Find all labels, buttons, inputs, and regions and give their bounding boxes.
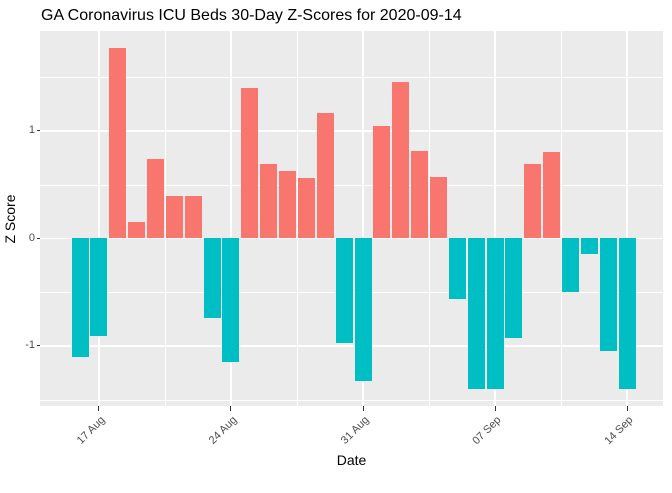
bar-2020-08-26 — [260, 164, 278, 239]
gridline-v-minor — [164, 31, 166, 406]
bar-2020-09-14 — [618, 238, 636, 389]
bar-2020-09-01 — [373, 125, 391, 239]
y-tick-label: 1 — [28, 124, 35, 137]
x-axis-title: Date — [336, 452, 367, 468]
bar-2020-09-03 — [411, 151, 429, 239]
bar-2020-08-27 — [279, 170, 297, 239]
bar-2020-08-17 — [90, 238, 108, 337]
gridline-h-major — [40, 130, 663, 132]
bar-2020-09-10 — [543, 152, 561, 239]
bar-2020-09-04 — [429, 177, 447, 239]
gridline-v-minor — [561, 31, 562, 406]
bar-2020-08-16 — [71, 238, 89, 357]
bar-2020-08-24 — [222, 238, 240, 362]
bar-2020-09-02 — [392, 81, 410, 239]
x-tick-mark — [494, 406, 496, 411]
bar-2020-09-06 — [467, 238, 485, 389]
bar-2020-08-20 — [147, 158, 165, 239]
y-tick-mark — [36, 345, 40, 347]
gridline-h-minor — [40, 77, 663, 78]
bar-2020-08-23 — [203, 238, 221, 318]
bar-2020-08-28 — [297, 178, 315, 239]
bar-2020-09-05 — [448, 238, 466, 299]
chart-figure: GA Coronavirus ICU Beds 30-Day Z-Scores … — [2, 7, 663, 468]
bar-2020-08-19 — [128, 222, 146, 239]
gridline-h-minor — [40, 399, 663, 401]
gridline-h-minor — [40, 184, 663, 186]
x-tick-mark — [362, 406, 364, 411]
bar-2020-08-21 — [165, 196, 183, 239]
bar-2020-09-13 — [599, 238, 617, 352]
bar-2020-08-31 — [354, 238, 372, 382]
x-tick-mark — [98, 406, 100, 411]
bar-2020-09-08 — [505, 238, 523, 339]
gridline-v-minor — [296, 31, 298, 406]
y-tick-mark — [36, 130, 40, 132]
bar-2020-09-09 — [524, 164, 542, 239]
x-tick-mark — [626, 406, 628, 411]
bar-2020-08-25 — [241, 87, 259, 239]
chart-title: GA Coronavirus ICU Beds 30-Day Z-Scores … — [41, 7, 462, 24]
x-tick-mark — [230, 406, 232, 411]
y-tick-label: -1 — [25, 339, 35, 352]
bar-2020-08-22 — [184, 196, 202, 239]
bar-2020-09-11 — [561, 238, 579, 293]
bar-2020-08-18 — [109, 48, 127, 239]
bar-2020-09-12 — [580, 238, 598, 255]
y-tick-mark — [36, 237, 40, 239]
gridline-v-major — [626, 31, 628, 406]
gridline-h-major — [40, 345, 663, 347]
gridline-v-major — [98, 31, 100, 406]
bar-2020-09-07 — [486, 238, 504, 389]
gridline-v-major — [362, 31, 364, 406]
bar-2020-08-29 — [316, 112, 334, 239]
gridline-h-major — [40, 237, 663, 240]
bar-2020-08-30 — [335, 238, 353, 343]
gridline-v-minor — [429, 31, 430, 406]
gridline-v-major — [230, 31, 232, 406]
plot-panel — [40, 31, 663, 406]
gridline-v-major — [494, 31, 496, 406]
y-tick-label: 0 — [28, 231, 35, 244]
